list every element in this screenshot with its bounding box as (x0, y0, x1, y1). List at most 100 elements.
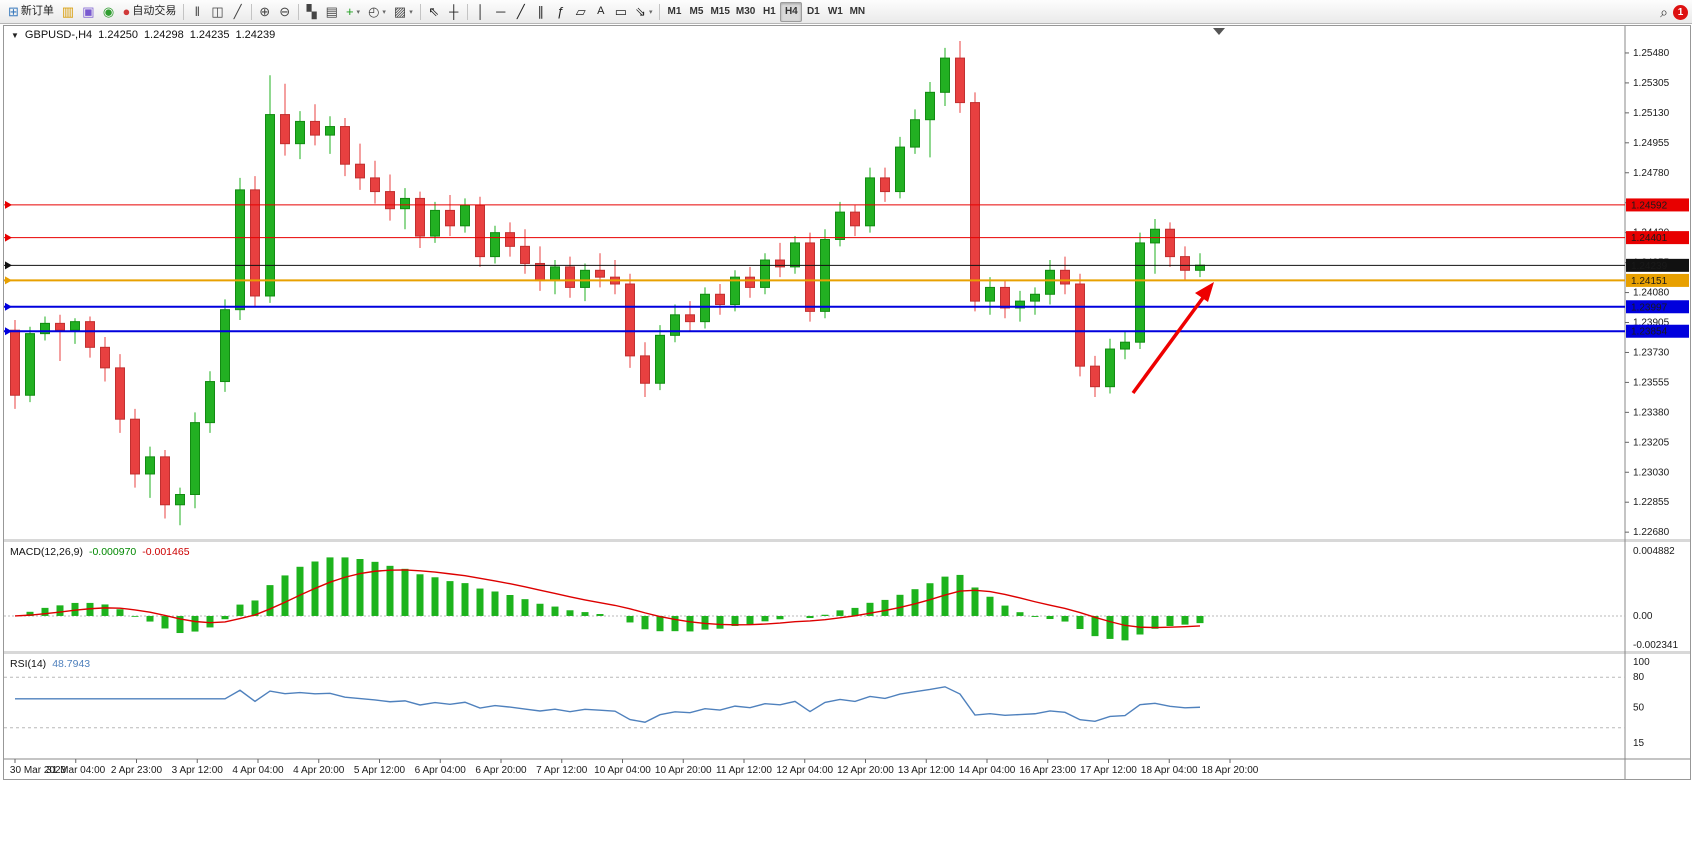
data-window-icon: ▣ (82, 4, 95, 19)
timeframe-d1-button[interactable]: D1 (802, 2, 824, 22)
chart-canvas[interactable]: 1.254801.253051.251301.249551.247801.246… (4, 26, 1690, 779)
macd-main-value: -0.000970 (88, 546, 137, 558)
fibonacci-button[interactable]: ƒ (551, 2, 571, 22)
tile-windows-icon: ▚ (306, 4, 317, 19)
timeframe-w1-button[interactable]: W1 (824, 2, 846, 22)
fibonacci-icon: ƒ (557, 4, 565, 19)
periods-button[interactable]: ◴ ▾ (364, 2, 390, 22)
timeframe-m30-button[interactable]: M30 (733, 2, 758, 22)
cursor-button[interactable]: ⇖ (424, 2, 444, 22)
search-icon[interactable]: ⌕ (1660, 3, 1668, 20)
svg-text:80: 80 (1633, 672, 1645, 683)
text-label: A (597, 5, 605, 17)
svg-text:30 Mar 2023: 30 Mar 2023 (10, 765, 67, 776)
timeframe-mn-button[interactable]: MN (846, 2, 868, 22)
macd-indicator-label: MACD(12,26,9) -0.000970 -0.001465 (10, 546, 190, 558)
svg-text:100: 100 (1633, 657, 1650, 668)
new-order-icon: ⊞ (8, 4, 19, 19)
timeframe-m1-button[interactable]: M1 (663, 2, 685, 22)
ohlc-low: 1.24235 (189, 29, 230, 41)
indicators-button[interactable]: + ▾ (342, 2, 364, 22)
horizontal-line-icon: ─ (496, 4, 506, 19)
price-axis[interactable]: 1.254801.253051.251301.249551.247801.246… (1625, 48, 1670, 538)
horizontal-level-lines[interactable]: 1.24592 1.24401 1.24239 1.24151 1.23997 1.238… (4, 198, 1689, 338)
svg-text:1.22855: 1.22855 (1633, 497, 1670, 508)
arrows-button[interactable]: ⇘ ▾ (631, 2, 656, 22)
macd-axis[interactable]: 0.004882 0.00 -0.002341 (1633, 546, 1678, 651)
trend-arrow-annotation[interactable] (1131, 282, 1214, 395)
svg-text:17 Apr 12:00: 17 Apr 12:00 (1080, 765, 1137, 776)
text-button[interactable]: A (591, 2, 611, 22)
line-left-marker-icon (5, 327, 12, 336)
timeframe-m5-button[interactable]: M5 (685, 2, 707, 22)
svg-text:11 Apr 12:00: 11 Apr 12:00 (716, 765, 772, 776)
svg-text:1.25130: 1.25130 (1633, 108, 1670, 119)
svg-text:18 Apr 04:00: 18 Apr 04:00 (1141, 765, 1198, 776)
chevron-down-icon: ▾ (409, 8, 413, 16)
equidistant-channel-button[interactable]: ∥ (531, 2, 551, 22)
timeframe-m15-button[interactable]: M15 (707, 2, 732, 22)
templates-icon: ▨ (393, 4, 407, 19)
timeframe-h1-button[interactable]: H1 (758, 2, 780, 22)
line-left-marker-icon (5, 302, 12, 311)
toolbar-separator (250, 3, 252, 20)
line-chart-icon: ╱ (233, 4, 242, 19)
line-left-marker-icon (5, 200, 12, 209)
auto-arrange-button[interactable]: ▤ (322, 2, 342, 22)
shapes-button[interactable]: ▱ (571, 2, 591, 22)
cursor-icon: ⇖ (428, 4, 440, 19)
candlestick-chart-button[interactable]: ◫ (207, 2, 227, 22)
zoom-in-button[interactable]: ⊕ (255, 2, 275, 22)
price-tag (1626, 324, 1689, 338)
svg-text:1.23205: 1.23205 (1633, 437, 1670, 448)
macd-signal-line (14, 569, 1201, 629)
crosshair-button[interactable]: ┼ (444, 2, 464, 22)
pane-separator[interactable] (4, 651, 1690, 654)
toolbar-separator (419, 3, 421, 20)
svg-text:12 Apr 20:00: 12 Apr 20:00 (837, 765, 894, 776)
market-watch-button[interactable]: ◉ (99, 2, 119, 22)
svg-text:-0.002341: -0.002341 (1633, 640, 1678, 651)
macd-signal-value: -0.001465 (142, 546, 190, 558)
chart-profiles-icon: ▥ (61, 4, 75, 19)
pane-separator[interactable] (4, 539, 1690, 542)
rsi-axis[interactable]: 100 80 50 15 (1633, 657, 1650, 749)
chevron-down-icon: ▾ (648, 8, 653, 16)
notification-badge[interactable]: 1 (1673, 4, 1688, 20)
market-watch-icon: ◉ (102, 4, 115, 19)
svg-text:3 Apr 12:00: 3 Apr 12:00 (172, 765, 224, 776)
line-chart-button[interactable]: ╱ (228, 2, 248, 22)
candlestick-series (10, 40, 1205, 526)
data-window-button[interactable]: ▣ (78, 2, 98, 22)
bar-chart-button[interactable]: ‖ (187, 2, 207, 22)
price-tag-label: 1.23997 (1631, 302, 1668, 313)
vertical-line-button[interactable]: │ (471, 2, 491, 22)
timeframe-h4-button[interactable]: H4 (780, 1, 803, 22)
line-left-marker-icon (5, 233, 12, 242)
svg-text:15: 15 (1633, 738, 1645, 749)
chevron-down-icon: ▾ (356, 8, 361, 16)
svg-text:1.23555: 1.23555 (1633, 377, 1670, 388)
price-tag (1626, 198, 1689, 212)
autotrading-button[interactable]: ● 自动交易 (119, 2, 181, 22)
svg-text:2 Apr 23:00: 2 Apr 23:00 (111, 765, 163, 776)
tile-windows-button[interactable]: ▚ (302, 2, 322, 22)
price-tag-label: 1.23854 (1631, 327, 1668, 338)
svg-text:1.24080: 1.24080 (1633, 288, 1670, 299)
templates-button[interactable]: ▨ ▾ (390, 2, 417, 22)
arrows-icon: ⇘ (635, 4, 646, 19)
trendline-button[interactable]: ╱ (511, 2, 531, 22)
rsi-indicator-label: RSI(14) 48.7943 (10, 658, 90, 670)
chart-shift-marker-icon (1213, 28, 1225, 35)
periods-icon: ◴ (368, 4, 380, 19)
chart-profiles-button[interactable]: ▥ (58, 2, 78, 22)
collapse-icon[interactable]: ▼ (11, 30, 19, 40)
zoom-in-icon: ⊕ (259, 4, 271, 19)
zoom-out-button[interactable]: ⊖ (275, 2, 295, 22)
new-order-button[interactable]: ⊞ 新订单 (4, 2, 58, 22)
text-label-button[interactable]: ▭ (611, 2, 631, 22)
horizontal-line-button[interactable]: ─ (491, 2, 511, 22)
svg-text:1.24955: 1.24955 (1633, 138, 1670, 149)
